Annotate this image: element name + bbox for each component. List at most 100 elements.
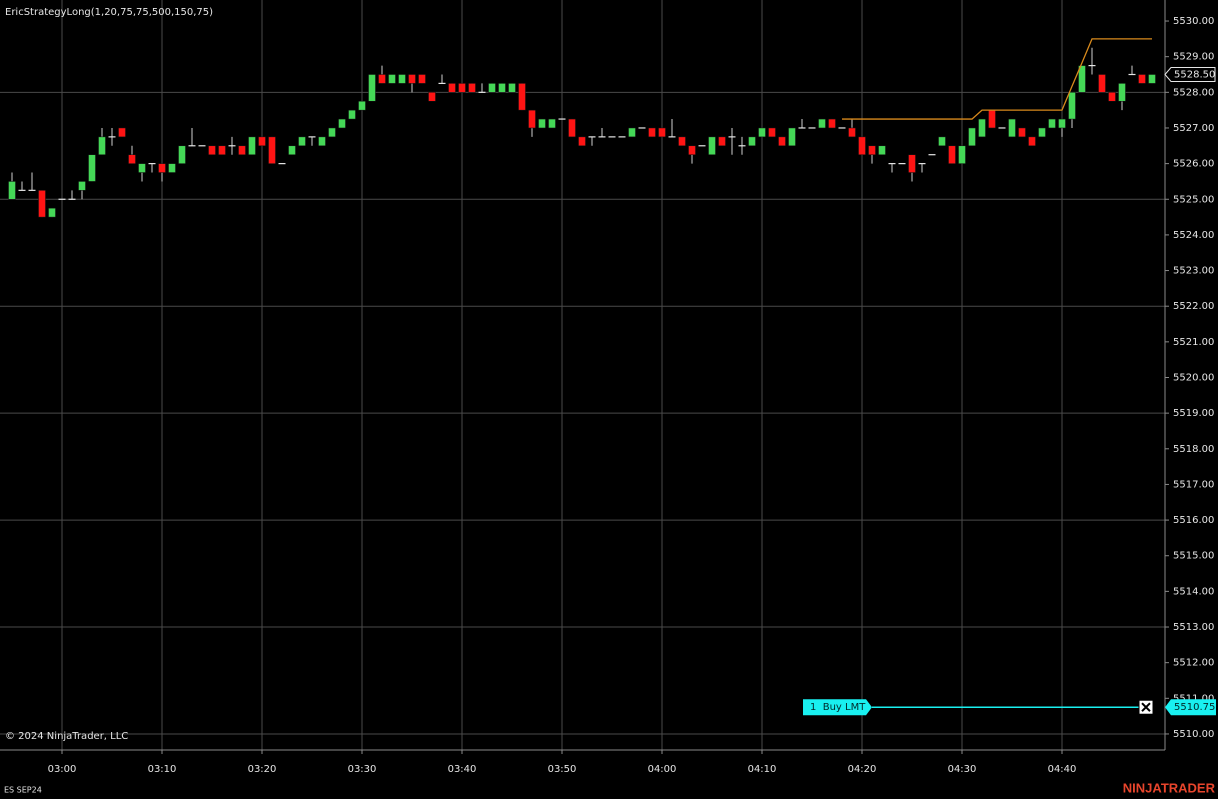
candle-body [1118,83,1126,102]
candle-body [678,136,686,147]
y-tick-label: 5518.00 [1173,444,1214,455]
candle-body [138,163,146,173]
candle-body [388,74,396,84]
last-price-label: 5528.50 [1174,70,1215,81]
x-tick-label: 04:20 [848,764,877,775]
candle-body [1138,74,1146,84]
candle-body [368,74,376,102]
candle-body [848,127,856,138]
chart-title: EricStrategyLong(1,20,75,75,500,150,75) [5,7,213,18]
candle-body [568,118,576,138]
y-tick-label: 5516.00 [1173,515,1214,526]
grid [0,0,1165,750]
x-tick-label: 04:00 [648,764,677,775]
candle-body [978,118,986,138]
y-tick-label: 5521.00 [1173,337,1214,348]
candle-body [1058,118,1066,129]
candle-body [1018,127,1026,138]
candle-body [448,83,456,93]
strategy-line [842,38,1152,120]
candle-body [238,145,246,155]
candle-body [258,136,266,147]
y-tick-label: 5510.00 [1173,729,1214,740]
y-tick-label: 5520.00 [1173,372,1214,383]
candle-body [988,109,996,129]
x-tick-label: 04:30 [948,764,977,775]
candle-body [378,74,386,84]
y-tick-label: 5523.00 [1173,266,1214,277]
y-tick-label: 5512.00 [1173,658,1214,669]
candle-body [128,154,136,164]
order-cancel-icon [1141,702,1151,712]
candle-body [268,136,276,164]
y-tick-label: 5526.00 [1173,159,1214,170]
x-tick-label: 03:50 [548,764,577,775]
candle-body [178,145,186,164]
candle-body [548,118,556,129]
candle-body [408,74,416,84]
y-tick-label: 5530.00 [1173,16,1214,27]
y-tick-label: 5519.00 [1173,408,1214,419]
candle-body [218,145,226,155]
candle-body [788,127,796,147]
y-tick-label: 5529.00 [1173,52,1214,63]
candle-body [418,74,426,84]
candle-body [348,109,356,120]
candle-body [358,100,366,111]
candle-body [758,127,766,138]
candle-body [578,136,586,147]
candle-body [8,181,16,200]
candle-body [1098,74,1106,93]
x-tick-label: 03:40 [448,764,477,775]
candle-body [1078,65,1086,93]
candle-body [1068,92,1076,120]
candle-body [948,145,956,164]
candle-body [658,127,666,138]
candle-body [1038,127,1046,138]
candle-body [38,190,46,218]
order-label: 1 Buy LMT [810,702,866,713]
candle-body [688,145,696,155]
candle-body [778,136,786,147]
x-tick-label: 03:30 [348,764,377,775]
candle-body [858,136,866,155]
x-tick-label: 03:10 [148,764,177,775]
candle-body [498,83,506,93]
y-tick-label: 5525.00 [1173,194,1214,205]
candle-body [328,127,336,138]
y-tick-label: 5513.00 [1173,622,1214,633]
axes: 5510.00 5511.00 5512.00 5513.00 5514.00 5515.… [48,16,1216,775]
candle-body [828,118,836,129]
candle-body [298,136,306,147]
x-tick-label: 04:40 [1048,764,1077,775]
candle-body [118,127,126,138]
x-tick-label: 03:00 [48,764,77,775]
y-tick-label: 5527.00 [1173,123,1214,134]
order-price-label: 5510.75 [1174,702,1215,713]
candle-body [318,136,326,147]
candle-body [968,127,976,147]
candle-body [208,145,216,155]
instrument: ES SEP24 [4,786,42,795]
candle-body [88,154,96,182]
candle-body [288,145,296,155]
candle-body [1028,136,1036,147]
candle-body [1108,92,1116,102]
candle-body [958,145,966,164]
brand-logo: NINJATRADER [1123,780,1216,795]
candle-body [868,145,876,155]
candle-body [518,83,526,111]
y-tick-label: 5511.00 [1173,693,1214,704]
candle-body [248,136,256,155]
candle-body [648,127,656,138]
candle-body [748,136,756,147]
candle-body [708,136,716,155]
candle-body [78,181,86,191]
candle-body [458,83,466,93]
y-tick-label: 5517.00 [1173,479,1214,490]
candle-body [878,145,886,155]
candle-body [538,118,546,129]
candle-body [768,127,776,138]
y-tick-label: 5514.00 [1173,586,1214,597]
